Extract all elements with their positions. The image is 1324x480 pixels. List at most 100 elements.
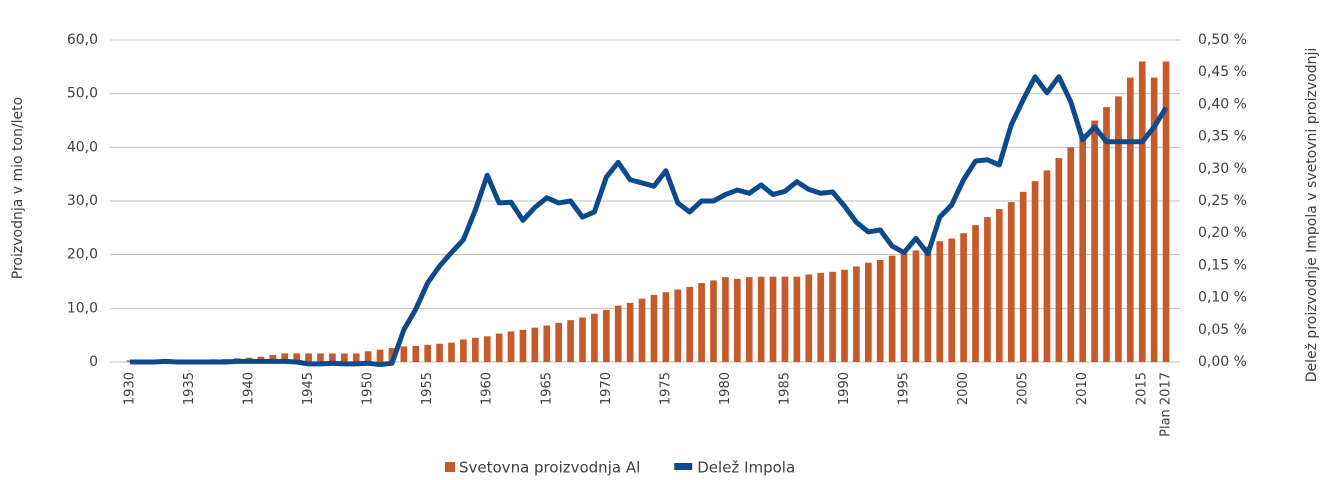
y-axis-title: Proizvodnja v mio ton/leto — [10, 97, 26, 279]
y2-tick-label: 0,45 % — [1198, 64, 1247, 80]
bar — [972, 225, 979, 362]
y2-tick-label: 0,30 % — [1198, 161, 1247, 177]
bar — [769, 276, 777, 362]
bar — [305, 353, 312, 362]
bar — [567, 320, 574, 362]
bar — [1007, 202, 1015, 362]
x-tick-label: 2000 — [956, 372, 971, 405]
bar — [1031, 181, 1039, 362]
bar — [912, 250, 920, 362]
bar — [460, 339, 467, 362]
bar — [269, 355, 277, 362]
bar — [876, 260, 884, 362]
bar — [352, 353, 360, 362]
y-tick-label: 30,0 — [67, 193, 98, 209]
y2-tick-label: 0,25 % — [1198, 193, 1247, 209]
bar — [626, 302, 634, 362]
bar — [1162, 61, 1170, 362]
y-tick-label: 10,0 — [67, 300, 98, 316]
y2-tick-label: 0,05 % — [1198, 322, 1247, 338]
bar — [602, 309, 610, 362]
x-tick-label: 1995 — [897, 372, 912, 405]
bar — [662, 292, 670, 362]
bar — [281, 353, 289, 362]
bar — [686, 286, 694, 362]
bar — [531, 327, 539, 362]
legend-label: Delež Impola — [697, 459, 795, 477]
bar — [1067, 147, 1075, 362]
bar — [519, 329, 527, 362]
x-tick-label: Plan 2017 — [1159, 372, 1174, 437]
x-tick-label: 1985 — [777, 372, 792, 405]
y-tick-label: 40,0 — [67, 139, 98, 155]
y2-tick-label: 0,10 % — [1198, 290, 1247, 306]
bar — [924, 246, 932, 362]
bar — [448, 342, 455, 362]
bar — [936, 241, 944, 362]
y2-tick-label: 0,50 % — [1198, 32, 1247, 48]
bar — [995, 209, 1003, 362]
line — [129, 74, 1169, 368]
bar — [329, 353, 336, 362]
bar — [710, 280, 717, 362]
bar — [1019, 191, 1027, 362]
bar — [364, 351, 372, 362]
bar — [1115, 96, 1122, 362]
bar — [495, 333, 503, 362]
legend-swatch — [445, 462, 455, 472]
bar — [841, 269, 848, 362]
bar — [507, 331, 515, 362]
x-tick-label: 1935 — [182, 372, 197, 405]
legend-swatch — [674, 463, 693, 470]
bar — [829, 271, 836, 362]
x-tick-label: 1930 — [122, 372, 137, 405]
bar — [674, 289, 682, 362]
y2-tick-label: 0,35 % — [1198, 129, 1247, 145]
bar — [1150, 77, 1158, 363]
x-tick-label: 1965 — [539, 372, 554, 405]
x-tick-label: 1990 — [837, 372, 852, 405]
bar — [400, 346, 408, 362]
bar — [698, 283, 705, 362]
bar — [1138, 61, 1146, 362]
bar — [483, 336, 491, 362]
bar — [317, 353, 324, 362]
bar — [1055, 158, 1063, 362]
bar — [793, 276, 801, 362]
y2-tick-label: 0,40 % — [1198, 96, 1247, 112]
bar — [733, 278, 741, 362]
y-tick-label: 20,0 — [67, 247, 98, 263]
bar — [293, 353, 301, 362]
bar — [424, 344, 432, 362]
bar — [745, 277, 753, 362]
y2-tick-label: 0,00 % — [1198, 354, 1247, 370]
bar — [555, 322, 563, 362]
bar — [614, 305, 622, 362]
x-tick-label: 1980 — [718, 372, 733, 405]
bar — [817, 272, 825, 362]
bar — [579, 317, 586, 362]
x-tick-label: 1960 — [480, 372, 495, 405]
bar — [960, 233, 967, 362]
x-tick-label: 1975 — [658, 372, 673, 405]
bar — [757, 276, 765, 362]
y2-tick-label: 0,15 % — [1198, 257, 1247, 273]
x-tick-label: 1955 — [420, 372, 435, 405]
y-tick-label: 60,0 — [67, 32, 98, 48]
bar — [853, 266, 860, 362]
bar — [805, 274, 813, 362]
bar — [722, 277, 729, 362]
x-tick-label: 2015 — [1135, 372, 1150, 405]
bar — [1103, 107, 1110, 362]
y-tick-label: 0 — [89, 354, 98, 370]
bar — [436, 343, 443, 362]
bar — [376, 349, 384, 362]
bar — [864, 262, 872, 362]
bar — [591, 313, 598, 362]
x-tick-label: 1950 — [361, 372, 376, 405]
bar — [340, 353, 348, 362]
bar — [984, 217, 991, 362]
bar — [1079, 133, 1087, 362]
bar — [900, 251, 908, 362]
